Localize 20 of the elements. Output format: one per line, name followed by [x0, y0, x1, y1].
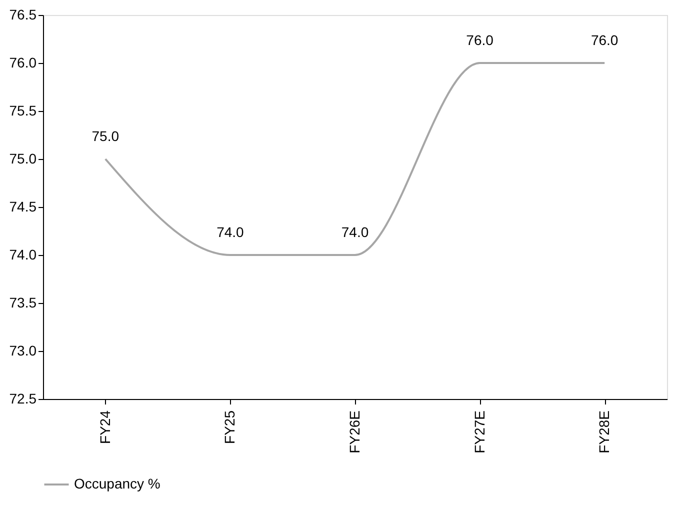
y-tick-label: 74.5	[9, 198, 37, 214]
x-tick-label: FY28E	[596, 410, 612, 454]
data-label: 76.0	[466, 32, 494, 48]
x-tick-label: FY25	[222, 410, 238, 444]
y-tick-label: 74.0	[9, 246, 37, 262]
y-tick-label: 73.0	[9, 342, 37, 358]
y-tick-label: 75.5	[9, 102, 37, 118]
y-tick-label: 72.5	[9, 390, 37, 406]
data-label: 74.0	[341, 224, 369, 240]
data-label: 74.0	[216, 224, 244, 240]
y-tick-label: 75.0	[9, 150, 37, 166]
data-label: 75.0	[92, 128, 120, 144]
x-tick-label: FY26E	[346, 410, 362, 454]
y-tick-label: 76.0	[9, 54, 37, 70]
legend-label: Occupancy %	[74, 476, 160, 492]
y-tick-label: 73.5	[9, 294, 37, 310]
data-label: 76.0	[590, 32, 618, 48]
x-tick-label: FY27E	[471, 410, 488, 454]
y-tick-label: 76.5	[9, 6, 37, 22]
x-tick-label: FY24	[96, 410, 113, 444]
